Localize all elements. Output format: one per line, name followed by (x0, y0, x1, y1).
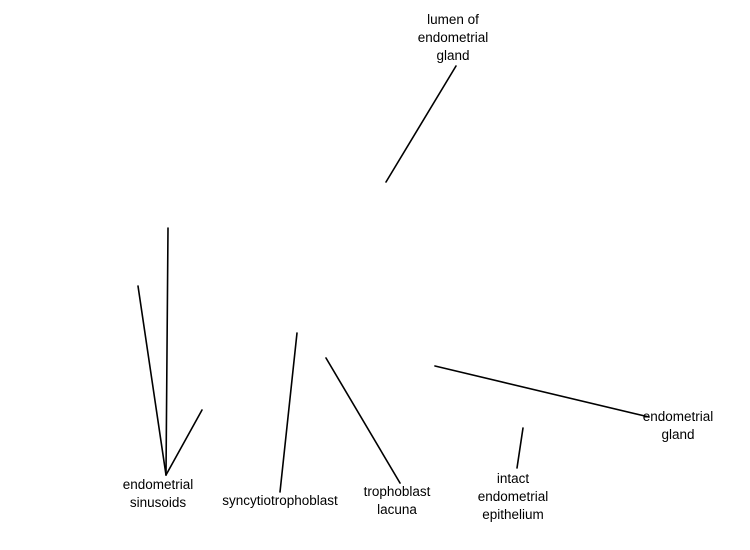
leader-line-epithelium (516, 427, 524, 469)
label-line: gland (661, 427, 695, 442)
leader-line-sinusoids-3 (165, 409, 203, 476)
label-syncytiotrophoblast: syncytiotrophoblast (210, 492, 350, 510)
label-intact-endometrial-epithelium: intact endometrial epithelium (463, 470, 563, 524)
label-trophoblast-lacuna: trophoblast lacuna (347, 483, 447, 519)
leader-line-sinusoids-1 (165, 227, 169, 476)
label-line: endometrial (477, 489, 549, 504)
label-line: trophoblast (363, 484, 431, 499)
label-endometrial-gland: endometrial gland (628, 408, 728, 444)
leader-line-syncytiotrophoblast (279, 332, 298, 493)
label-lumen-of-endometrial-gland: lumen of endometrial gland (403, 11, 503, 65)
label-line: gland (436, 48, 470, 63)
label-line: syncytiotrophoblast (222, 493, 338, 508)
label-line: intact (496, 471, 530, 486)
label-line: sinusoids (129, 495, 187, 510)
label-endometrial-sinusoids: endometrial sinusoids (108, 476, 208, 512)
leader-line-lumen (385, 65, 457, 183)
leader-line-gland (434, 365, 650, 418)
label-line: lacuna (377, 502, 417, 517)
label-line: endometrial (417, 30, 489, 45)
label-line: lumen of (427, 12, 479, 27)
label-line: endometrial (642, 409, 714, 424)
leader-line-sinusoids-2 (137, 285, 167, 476)
label-line: epithelium (482, 507, 544, 522)
leader-line-lacuna (325, 357, 401, 484)
label-line: endometrial (122, 477, 194, 492)
